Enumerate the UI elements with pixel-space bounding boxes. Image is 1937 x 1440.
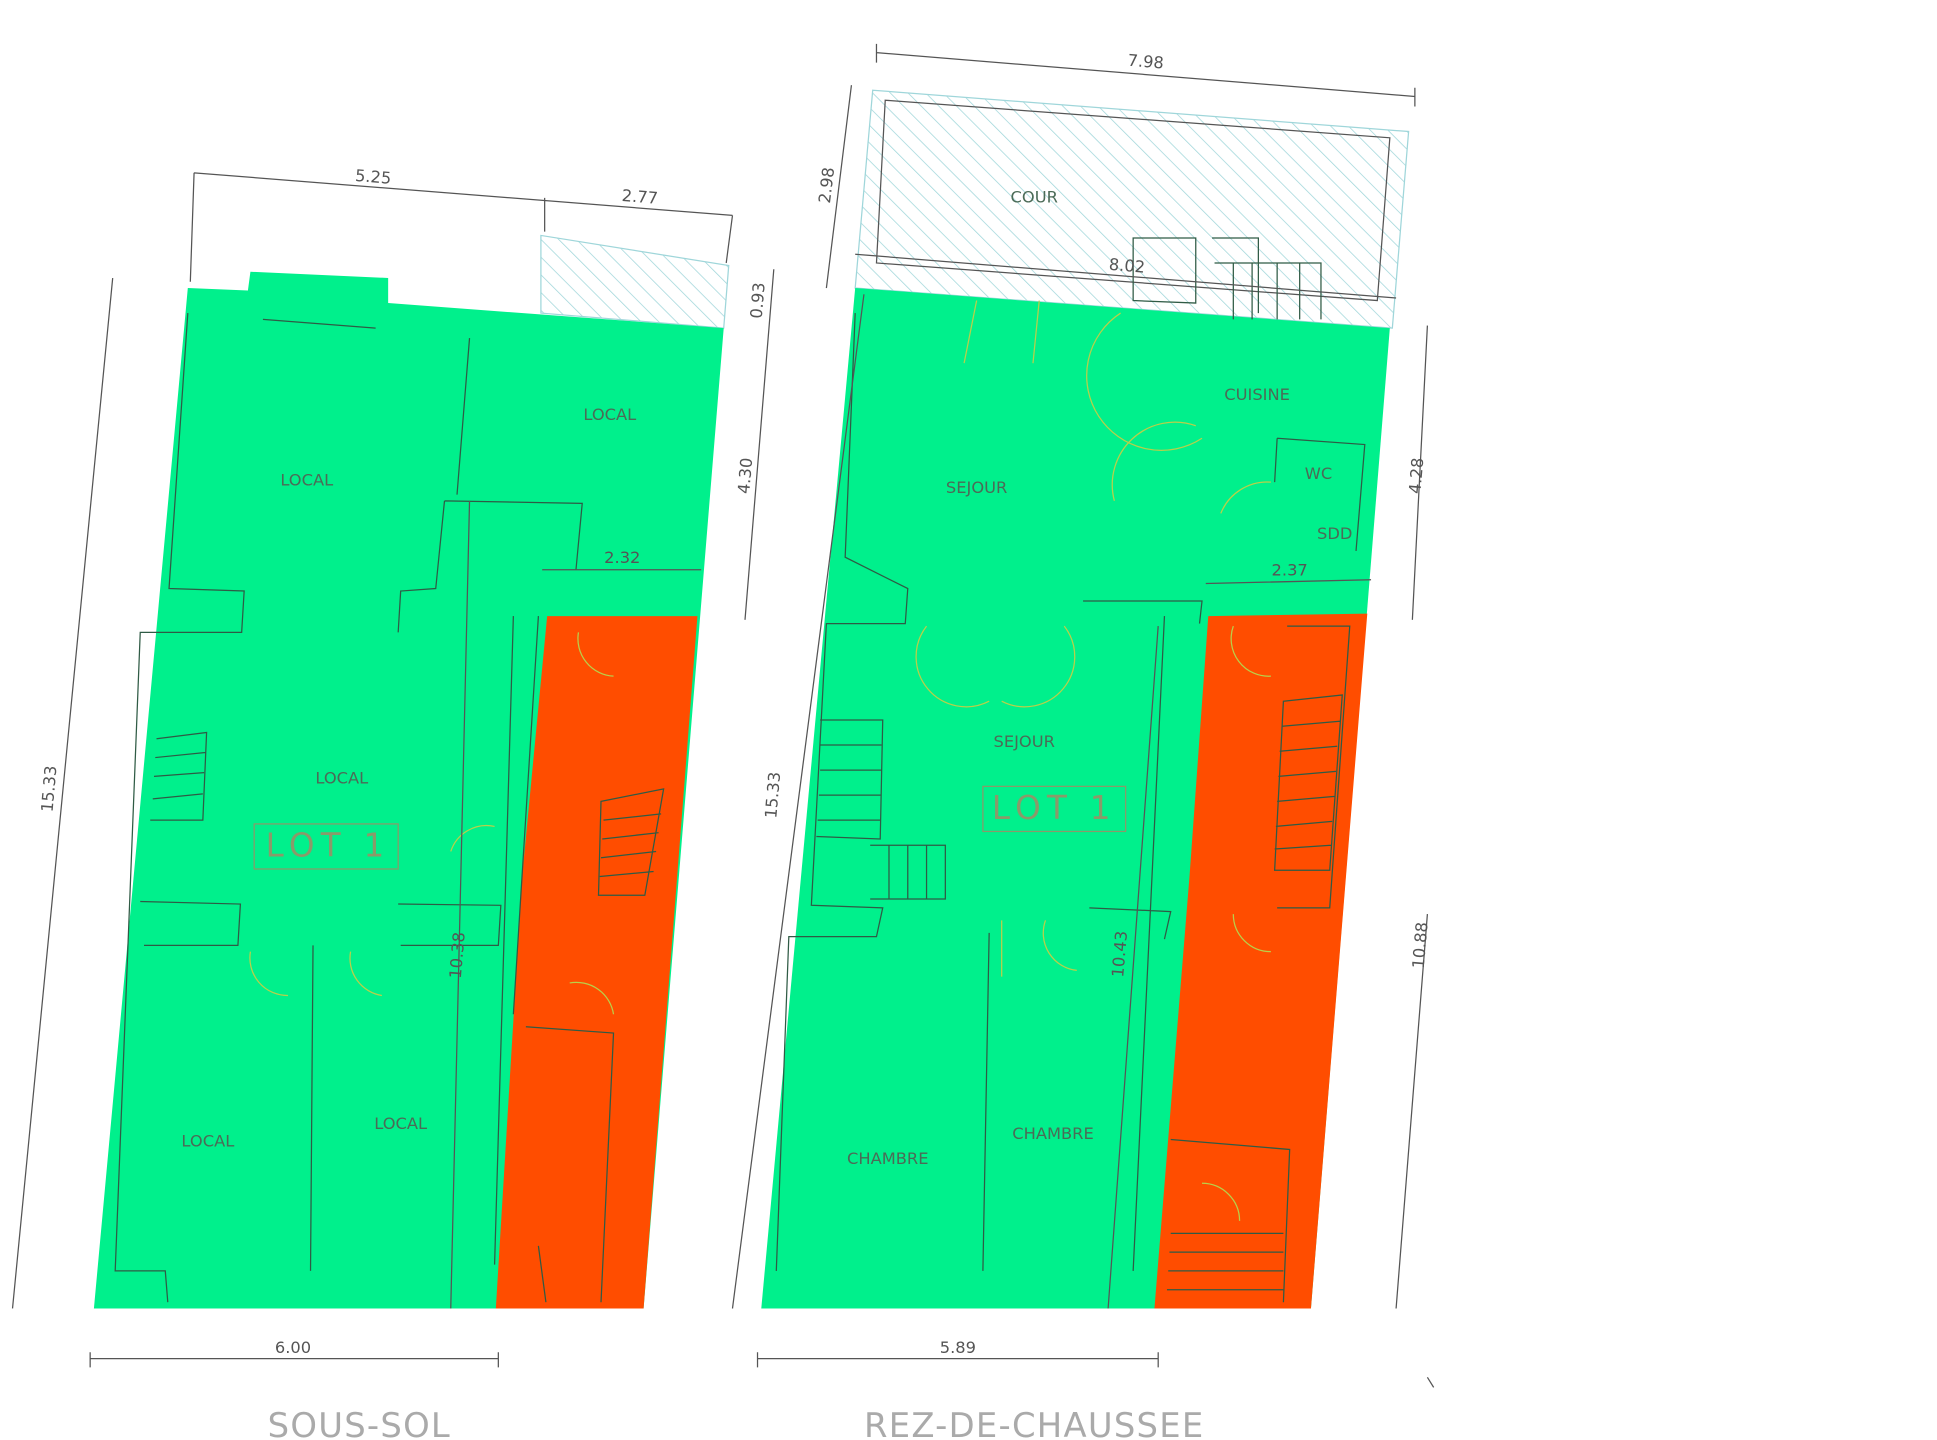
dimension: 15.33 [38, 765, 61, 813]
room-label: SDD [1317, 524, 1352, 543]
dimension: 10.38 [446, 931, 469, 979]
walls [114, 313, 615, 1303]
dimension: 2.77 [621, 186, 659, 208]
dimension: 10.88 [1409, 921, 1432, 969]
orange-zone [495, 616, 698, 1309]
dimension: 10.43 [1108, 930, 1131, 978]
doors [915, 300, 1271, 1221]
dimension: 8.02 [1108, 255, 1146, 277]
room-label: LOCAL [583, 405, 636, 424]
walls [775, 237, 1366, 1303]
room-label: CHAMBRE [1012, 1124, 1094, 1143]
plan-title: REZ-DE-CHAUSSEE [864, 1406, 1204, 1440]
dimension: 0.93 [747, 282, 769, 320]
dimension: 2.32 [604, 548, 640, 567]
dimension: 4.28 [1405, 457, 1427, 495]
room-label: LOCAL [315, 768, 368, 787]
room-label: WC [1305, 464, 1332, 483]
room-label: SEJOUR [946, 478, 1007, 497]
dimension: 2.98 [815, 166, 838, 204]
room-label: CUISINE [1224, 385, 1290, 404]
dimension: 2.37 [1272, 561, 1308, 580]
dimension-lines [731, 43, 1435, 1388]
room-label: LOCAL [181, 1131, 234, 1150]
court [875, 99, 1391, 302]
dimension-lines [11, 172, 775, 1368]
stair-hatch [540, 234, 730, 329]
dimension: 7.98 [1127, 51, 1165, 73]
stairs [816, 262, 1343, 1291]
dimension: 4.30 [734, 457, 756, 495]
plan-title: SOUS-SOL [268, 1406, 451, 1440]
court-hatch [854, 89, 1410, 329]
lot-label: LOT 1 [992, 789, 1117, 827]
room-label: LOCAL [280, 470, 333, 489]
orange-zone [1154, 613, 1368, 1309]
dimension: 15.33 [761, 771, 784, 819]
room-label: SEJOUR [994, 732, 1055, 751]
rez-de-chaussee-plan: COUR CUISINE SEJOUR WC SDD SEJOUR CHAMBR… [731, 43, 1435, 1440]
lot-label: LOT 1 [266, 827, 391, 865]
room-label: COUR [1011, 187, 1058, 206]
room-label: CHAMBRE [847, 1149, 929, 1168]
room-label: LOCAL [374, 1114, 427, 1133]
dimension: 5.89 [940, 1338, 976, 1357]
lot-box [253, 823, 399, 870]
dimension: 6.00 [275, 1338, 311, 1357]
dimension: 5.25 [354, 166, 392, 188]
stairs [150, 731, 665, 896]
doors [249, 632, 615, 1015]
sous-sol-plan: 5.25 2.77 0.93 4.30 2.32 15.33 10.38 6.0… [11, 166, 775, 1440]
lot-box [982, 785, 1127, 833]
